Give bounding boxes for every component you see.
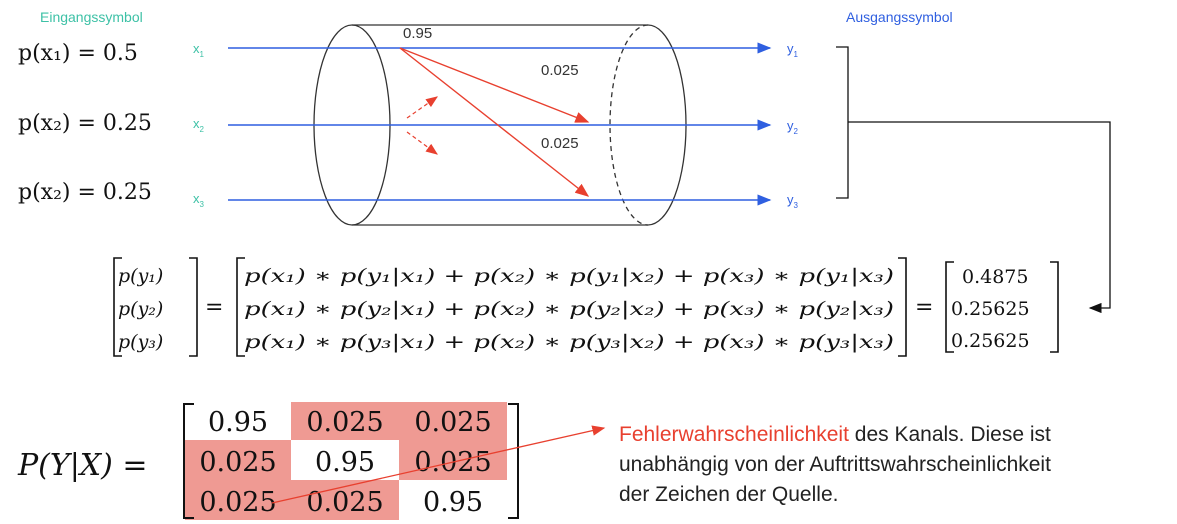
rhs-row-3: 0.25625 xyxy=(951,330,1030,352)
input-prob-1: p(x₁) = 0.5 xyxy=(18,41,138,66)
cross-arrow-1-2 xyxy=(399,47,590,123)
output-bracket xyxy=(836,46,849,199)
note-line-3: der Zeichen der Quelle. xyxy=(619,483,838,506)
input-symbol-x1: x1 xyxy=(193,41,205,59)
lhs-row-3: p(y₃) xyxy=(118,331,163,353)
equation-middle: p(x₁) ∗ p(y₁|x₁) + p(x₂) ∗ p(y₁|x₂) + p(… xyxy=(236,257,907,357)
note-pointer xyxy=(271,425,606,504)
note-line-1: Fehlerwahrscheinlichkeit des Kanals. Die… xyxy=(619,423,1051,446)
input-prob-3: p(x₂) = 0.25 xyxy=(18,180,152,205)
error-cell-3-1 xyxy=(185,480,291,520)
note-line-2: unabhängig von der Auftrittswahrscheinli… xyxy=(619,453,1051,476)
input-heading: Eingangssymbol xyxy=(40,9,143,25)
output-connector xyxy=(848,121,1111,314)
input-prob-2: p(x₂) = 0.25 xyxy=(18,111,152,136)
error-cell-2-3 xyxy=(399,440,507,480)
matrix-cell-3-2: 0.025 xyxy=(306,487,383,518)
lhs-row-1: p(y₁) xyxy=(118,265,163,287)
equation-rhs: 0.4875 0.25625 0.25625 xyxy=(945,261,1059,353)
cross-arrow-hint-down xyxy=(406,131,438,155)
label-straight: 0.95 xyxy=(403,25,432,42)
matrix-cell-2-1: 0.025 xyxy=(199,447,276,478)
note-highlight: Fehlerwahrscheinlichkeit xyxy=(619,423,849,446)
label-cross-2: 0.025 xyxy=(541,135,579,152)
error-cell-1-2 xyxy=(291,402,399,440)
rhs-row-2: 0.25625 xyxy=(951,298,1030,320)
error-cell-1-3 xyxy=(399,402,507,440)
input-symbol-x3: x3 xyxy=(193,191,205,209)
matrix-cell-1-1: 0.95 xyxy=(208,407,268,438)
label-cross-1: 0.025 xyxy=(541,62,579,79)
equation-equals-2: = xyxy=(915,295,933,320)
cross-arrow-1-3 xyxy=(399,47,590,197)
middle-row-2: p(x₁) ∗ p(y₂|x₁) + p(x₂) ∗ p(y₂|x₂) + p(… xyxy=(244,298,894,320)
transition-matrix: P(Y|X) = 0.95 0.025 0.025 0.025 0.95 0.0… xyxy=(17,402,519,520)
error-cell-2-1 xyxy=(185,440,291,480)
equation-lhs: p(y₁) p(y₂) p(y₃) xyxy=(113,257,198,357)
matrix-cell-1-3: 0.025 xyxy=(414,407,491,438)
matrix-cell-3-3: 0.95 xyxy=(423,487,483,518)
output-heading: Ausgangssymbol xyxy=(846,9,953,25)
middle-row-3: p(x₁) ∗ p(y₃|x₁) + p(x₂) ∗ p(y₃|x₂) + p(… xyxy=(244,331,894,353)
matrix-label: P(Y|X) = xyxy=(17,448,148,483)
matrix-cell-1-2: 0.025 xyxy=(306,407,383,438)
cross-arrow-hint-up xyxy=(406,96,438,119)
matrix-cell-3-1: 0.025 xyxy=(199,487,276,518)
lhs-row-2: p(y₂) xyxy=(118,298,163,320)
middle-row-1: p(x₁) ∗ p(y₁|x₁) + p(x₂) ∗ p(y₁|x₂) + p(… xyxy=(244,265,894,287)
note-line-1-rest: des Kanals. Diese ist xyxy=(849,423,1051,446)
matrix-cell-2-2: 0.95 xyxy=(315,447,375,478)
output-symbol-y1: y1 xyxy=(787,41,799,59)
output-symbol-y2: y2 xyxy=(787,118,799,136)
rhs-row-1: 0.4875 xyxy=(962,266,1028,288)
input-symbol-x2: x2 xyxy=(193,116,205,134)
output-symbol-y3: y3 xyxy=(787,192,799,210)
equation-equals-1: = xyxy=(205,295,223,320)
